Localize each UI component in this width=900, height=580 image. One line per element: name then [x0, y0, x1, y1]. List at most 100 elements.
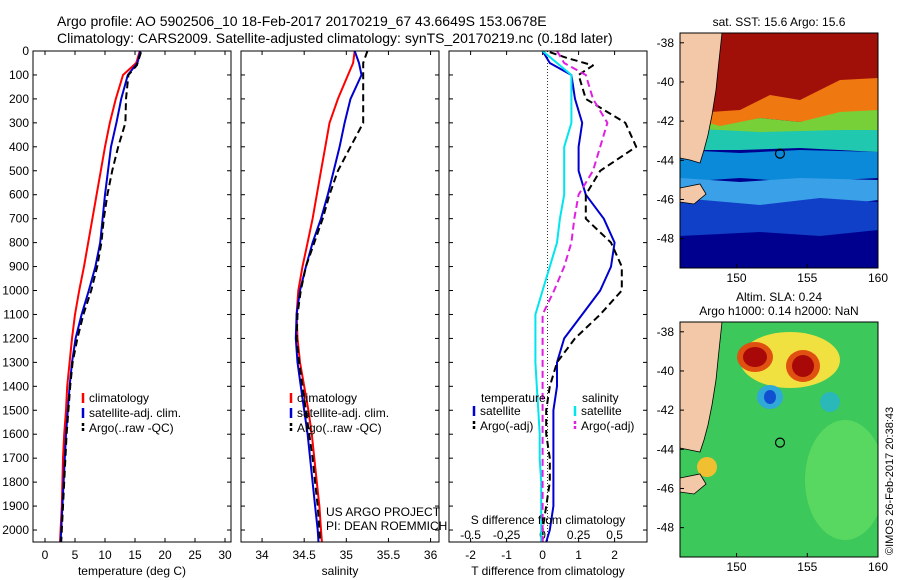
temperature-axes-frame	[32, 50, 232, 543]
latitude-tick-label: -46	[657, 481, 675, 495]
legend-entry: satellite	[480, 404, 521, 418]
series-line-climatology	[59, 51, 141, 542]
series-line-argo	[541, 51, 638, 542]
legend-entry: satellite-adj. clim.	[297, 406, 389, 420]
depth-tick-label: 500	[9, 164, 29, 178]
latitude-tick-label: -42	[657, 403, 675, 417]
latitude-tick-label: -38	[657, 325, 675, 339]
t-difference-xlabel: T difference from climatology	[471, 564, 625, 578]
s-difference-label: S difference from climatology	[471, 513, 626, 527]
x-tick-label: 20	[158, 548, 172, 562]
sla-tasmania-land	[680, 473, 707, 495]
temperature-lines	[59, 51, 142, 542]
temperature-panel: 0100200300400500600700800900100011001200…	[2, 44, 232, 578]
difference-ticks: -2 -1 0 1 2-0.5 -0.25 0 0.25 0.5	[449, 50, 647, 562]
series-line-sal_satellite	[534, 51, 573, 542]
depth-tick-label: 1500	[2, 403, 29, 417]
salinity-xlabel: salinity	[322, 564, 359, 578]
sst-transition-band	[680, 150, 878, 182]
depth-tick-label: 1200	[2, 331, 29, 345]
s-difference-tick-label: -0.5	[460, 528, 481, 542]
legend-entry: climatology	[297, 391, 357, 405]
sla-argo-float-marker	[774, 437, 786, 448]
x-tick-label: 35	[340, 548, 354, 562]
latitude-tick-label: -44	[657, 153, 675, 167]
sla-map-field	[680, 322, 878, 557]
sst-map-title: sat. SST: 15.6 Argo: 15.6	[713, 15, 846, 29]
longitude-tick-label: 160	[868, 271, 888, 285]
depth-tick-label: 800	[9, 236, 29, 250]
sla-map-frame	[679, 321, 879, 558]
project-credit: US ARGO PROJECT	[326, 505, 441, 519]
x-tick-label: 35.5	[377, 548, 401, 562]
difference-axes-frame	[448, 50, 648, 543]
sla-australia-land	[680, 322, 723, 453]
depth-tick-label: 1000	[2, 284, 29, 298]
depth-tick-label: 200	[9, 92, 29, 106]
longitude-tick-label: 150	[727, 560, 747, 574]
sla-green-patch	[805, 420, 878, 540]
sla-cool-patch	[820, 392, 840, 412]
series-line-argo	[60, 51, 142, 542]
longitude-tick-label: 155	[797, 560, 817, 574]
latitude-tick-label: -38	[657, 36, 675, 50]
sla-warm-eddy-west	[743, 347, 767, 367]
x-tick-label: -1	[501, 548, 512, 562]
header-line-1: Argo profile: AO 5902506_10 18-Feb-2017 …	[57, 13, 547, 29]
salinity-lines	[294, 51, 369, 542]
sst-teal-band	[680, 128, 878, 152]
x-tick-label: 0	[539, 548, 546, 562]
x-tick-label: 1	[575, 548, 582, 562]
sla-map-panel: Altim. SLA: 0.24 Argo h1000: 0.14 h2000:…	[657, 290, 896, 574]
series-line-satellite	[59, 51, 142, 542]
latitude-tick-label: -40	[657, 75, 675, 89]
depth-tick-label: 0	[22, 44, 29, 58]
latitude-tick-label: -40	[657, 364, 675, 378]
series-line-satellite	[541, 51, 616, 542]
sla-map-ticks: 150 155 160 -38 -40 -42 -44 -46 -48	[657, 325, 889, 574]
imos-credit: ©IMOS 26-Feb-2017 20:38:43	[884, 407, 896, 555]
legend-entry: satellite	[581, 404, 622, 418]
latitude-tick-label: -46	[657, 192, 675, 206]
depth-tick-label: 1600	[2, 427, 29, 441]
depth-tick-label: 100	[9, 68, 29, 82]
depth-tick-label: 1800	[2, 475, 29, 489]
longitude-tick-label: 155	[797, 271, 817, 285]
x-tick-label: 25	[188, 548, 202, 562]
sst-map-field	[680, 33, 878, 268]
sst-map-frame	[679, 32, 879, 269]
x-tick-label: 15	[128, 548, 142, 562]
series-line-satellite	[294, 51, 363, 542]
sst-australia-land	[680, 33, 723, 164]
depth-tick-label: 1100	[3, 307, 29, 321]
salinity-panel: 34 34.5 35 35.5 36 salinity climatologysatel…	[240, 50, 447, 578]
sst-map-panel: sat. SST: 15.6 Argo: 15.6 150 155 160 -38 -4…	[657, 15, 889, 285]
depth-tick-label: 600	[9, 188, 29, 202]
legend-entry: Argo(-adj)	[480, 419, 533, 433]
legend-title-temperature: temperature	[481, 391, 546, 405]
sst-warm-band	[680, 33, 878, 118]
s-difference-tick-label: 0.25	[567, 528, 591, 542]
sst-argo-float-marker	[774, 148, 786, 159]
longitude-tick-label: 160	[868, 560, 888, 574]
depth-tick-label: 1900	[2, 499, 29, 513]
difference-lines	[534, 51, 638, 542]
temperature-xlabel: temperature (deg C)	[78, 564, 186, 578]
legend-entry: Argo(..raw -QC)	[89, 421, 174, 435]
legend-entry: Argo(-adj)	[581, 419, 634, 433]
difference-legend: temperature salinitysatelliteArgo(-adj)sa…	[472, 391, 634, 433]
depth-tick-label: 300	[9, 116, 29, 130]
s-difference-tick-label: 0.5	[606, 528, 623, 542]
pi-credit: PI: DEAN ROEMMICH	[326, 519, 447, 533]
legend-entry: satellite-adj. clim.	[89, 406, 181, 420]
salinity-axes-frame	[240, 50, 440, 543]
x-tick-label: 34	[255, 548, 269, 562]
x-tick-label: 34.5	[293, 548, 317, 562]
x-tick-label: 2	[611, 548, 618, 562]
sst-cool-band	[680, 198, 878, 236]
latitude-tick-label: -42	[657, 114, 675, 128]
legend-entry: Argo(..raw -QC)	[297, 421, 382, 435]
sla-title-line-1: Altim. SLA: 0.24	[736, 290, 822, 304]
